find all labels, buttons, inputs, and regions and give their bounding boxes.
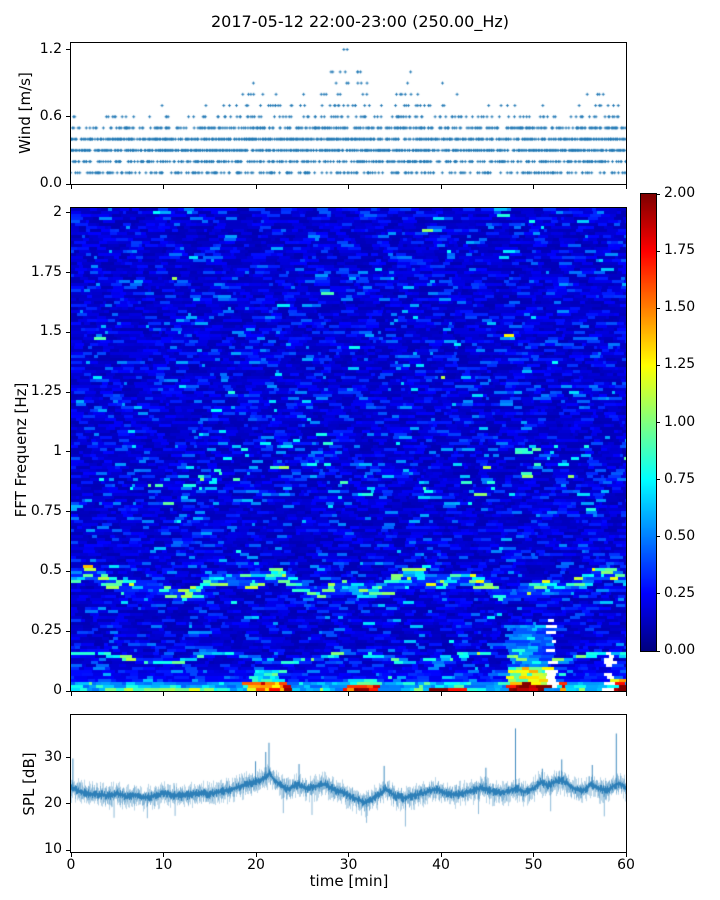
wind-scatter-canvas: [71, 43, 626, 184]
colorbar-tick-label: 0.25: [664, 584, 696, 601]
colorbar-tick-label: 1.50: [664, 299, 696, 316]
figure-title: 2017-05-12 22:00-23:00 (250.00_Hz): [210, 12, 510, 31]
x-tick-mark: [70, 692, 72, 696]
x-tick-label: 60: [617, 857, 635, 873]
y-tick-label: 1.25: [30, 383, 62, 400]
spectrogram-axes: [70, 207, 627, 692]
x-tick-mark: [70, 185, 72, 189]
colorbar-tick-label: 2.00: [664, 185, 696, 201]
y-tick-label: 1.2: [39, 40, 62, 57]
x-tick-label: 20: [247, 857, 265, 873]
y-tick-mark: [66, 690, 70, 692]
y-tick-label: 0.6: [39, 107, 62, 124]
x-tick-mark: [163, 185, 164, 189]
y-tick-label: 1: [53, 442, 62, 459]
x-tick-mark: [255, 185, 257, 189]
x-tick-label: 30: [339, 857, 358, 873]
y-tick-label: 0: [53, 682, 62, 698]
spl-axes: [70, 714, 627, 853]
colorbar-tick-label: 1.00: [664, 413, 696, 430]
y-tick-mark: [66, 183, 70, 185]
spl-line-canvas: [71, 715, 626, 852]
y-tick-label: 20: [44, 794, 62, 811]
y-tick-mark: [66, 331, 70, 333]
x-tick-mark: [163, 853, 164, 857]
y-tick-label: 0.0: [39, 175, 62, 191]
x-tick-mark: [625, 692, 627, 696]
y-tick-label: 30: [44, 748, 62, 765]
colorbar-tick-label: 1.25: [664, 356, 696, 373]
x-tick-mark: [440, 853, 442, 857]
y-tick-label: 0.5: [39, 562, 62, 579]
colorbar-tick-mark: [657, 536, 660, 538]
colorbar: [640, 193, 657, 652]
y-tick-label: 1.5: [39, 323, 62, 340]
x-tick-mark: [533, 185, 534, 189]
colorbar-tick-mark: [657, 422, 660, 423]
y-tick-mark: [66, 570, 70, 572]
x-tick-label: 40: [432, 857, 450, 873]
x-tick-mark: [163, 692, 164, 696]
x-tick-label: 0: [66, 857, 76, 873]
y-tick-label: 10: [44, 841, 62, 858]
wind-scatter-axes: [70, 42, 627, 185]
time-xlabel: time [min]: [309, 872, 389, 890]
colorbar-tick-label: 0.75: [664, 470, 696, 487]
y-tick-mark: [66, 272, 70, 274]
colorbar-tick-mark: [657, 307, 660, 309]
y-tick-mark: [66, 849, 70, 851]
y-tick-mark: [66, 630, 70, 632]
y-tick-label: 2: [53, 203, 62, 220]
colorbar-tick-label: 0.50: [664, 527, 696, 544]
y-tick-mark: [66, 451, 70, 453]
colorbar-tick-mark: [657, 650, 660, 652]
x-tick-mark: [533, 853, 534, 857]
colorbar-tick-mark: [657, 193, 660, 195]
x-tick-mark: [70, 853, 72, 857]
x-tick-mark: [255, 692, 257, 696]
y-tick-mark: [66, 511, 70, 513]
y-tick-mark: [66, 212, 70, 214]
colorbar-canvas: [641, 194, 656, 651]
colorbar-tick-mark: [657, 593, 660, 595]
x-tick-mark: [440, 692, 442, 696]
colorbar-tick-mark: [657, 250, 660, 252]
y-tick-mark: [66, 49, 70, 50]
y-tick-label: 1.75: [30, 263, 62, 280]
x-tick-label: 50: [524, 857, 543, 873]
y-tick-mark: [66, 803, 70, 805]
y-tick-label: 0.25: [30, 622, 62, 639]
x-tick-label: 10: [154, 857, 173, 873]
x-tick-mark: [255, 853, 257, 857]
y-tick-label: 0.75: [30, 502, 62, 519]
x-tick-mark: [348, 853, 349, 857]
spectrogram-canvas: [71, 208, 626, 691]
y-tick-mark: [66, 757, 70, 759]
x-tick-mark: [440, 185, 442, 189]
colorbar-tick-label: 0.00: [664, 642, 696, 658]
colorbar-tick-mark: [657, 364, 660, 366]
x-tick-mark: [625, 853, 627, 857]
colorbar-tick-mark: [657, 479, 660, 481]
y-tick-mark: [66, 116, 70, 118]
colorbar-tick-label: 1.75: [664, 242, 696, 259]
x-tick-mark: [348, 185, 349, 189]
x-tick-mark: [625, 185, 627, 189]
x-tick-mark: [533, 692, 534, 696]
y-tick-mark: [66, 391, 70, 393]
x-tick-mark: [348, 692, 349, 696]
